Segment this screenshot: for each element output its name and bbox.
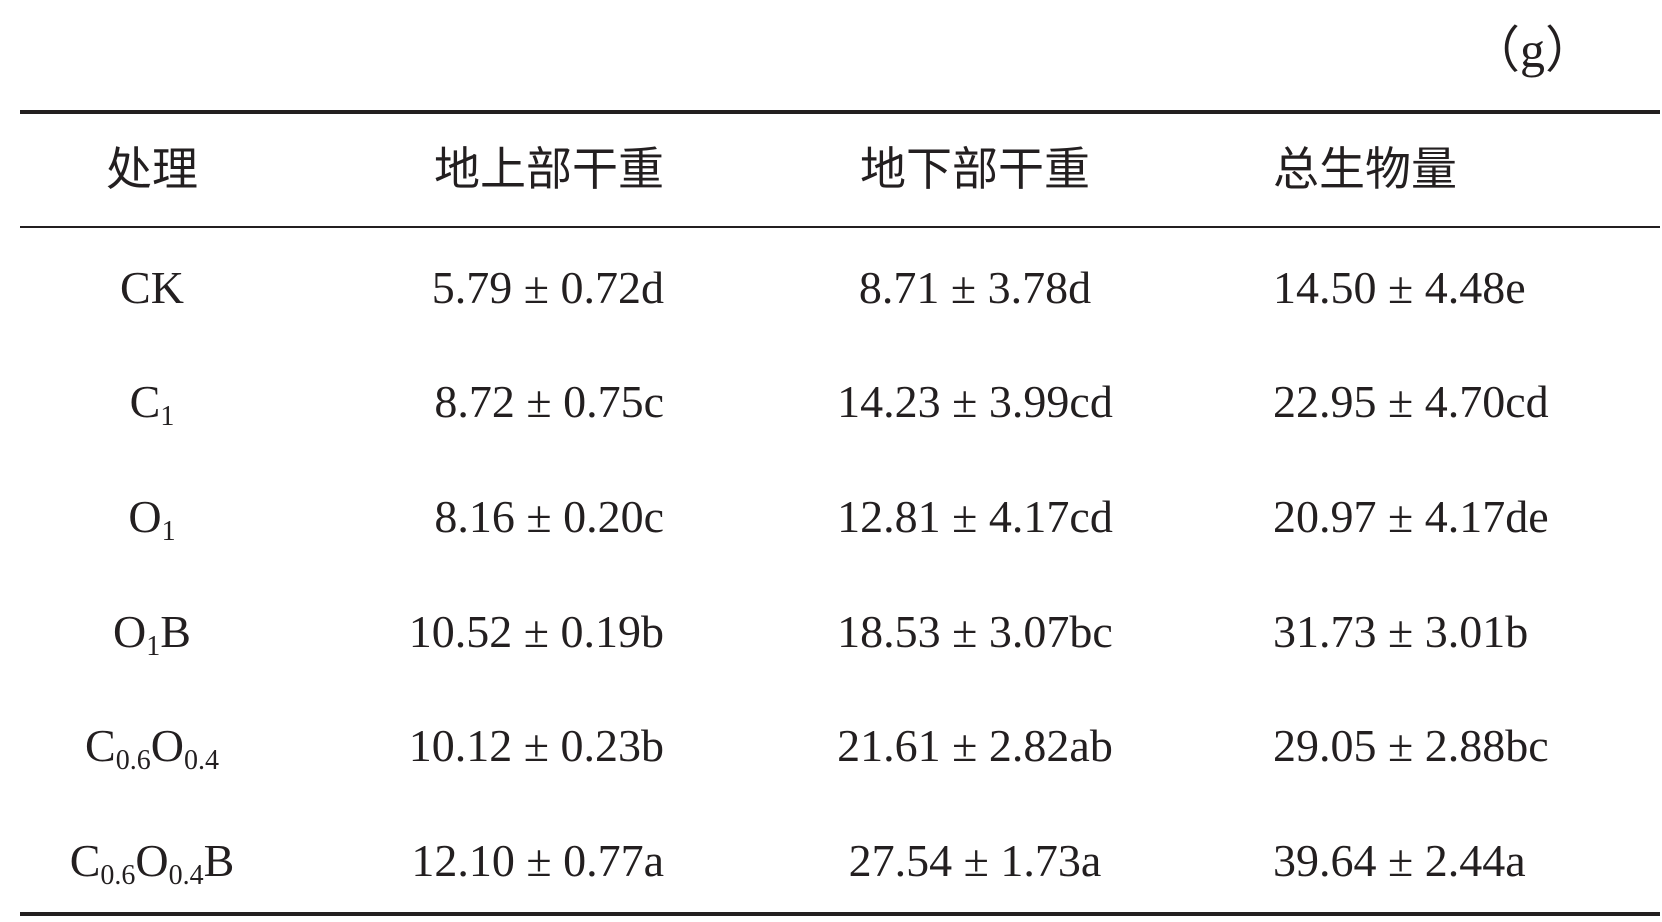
subscript: 0.4 [183,745,219,776]
top-rule [20,110,1660,114]
treatment-text: B [203,835,235,886]
data-cell: 21.61 ± 2.82ab [837,720,1113,771]
treatment-text: O [150,720,184,771]
data-cell: 20.97 ± 4.17de [1273,491,1549,542]
subscript: 1 [146,631,161,662]
data-cell: 8.16 ± 0.20c [434,491,664,542]
treatment-cell: C0.6O0.4 [85,716,219,776]
data-cell: 10.12 ± 0.23b [408,720,664,771]
treatment-cell: C1 [130,372,175,432]
data-cell: 14.23 ± 3.99cd [837,376,1113,427]
subscript: 0.6 [115,745,151,776]
data-cell: 18.53 ± 3.07bc [837,606,1113,657]
treatment-text: O [135,835,169,886]
subscript: 0.4 [168,860,204,891]
treatment-text: C [69,835,101,886]
treatment-cell: CK [120,258,184,318]
treatment-text: B [160,606,191,657]
data-cell: 22.95 ± 4.70cd [1273,376,1549,427]
data-cell: 12.81 ± 4.17cd [837,491,1113,542]
bottom-rule [20,912,1660,916]
treatment-text: C [129,376,161,427]
treatment-text: CK [120,262,184,313]
treatment-cell: C0.6O0.4B [70,831,235,891]
header-cell: 地下部干重 [860,144,1090,195]
header-cell: 处理 [106,144,198,195]
data-cell: 31.73 ± 3.01b [1273,606,1529,657]
treatment-text: O [113,606,147,657]
data-cell: 12.10 ± 0.77a [411,835,664,886]
data-cell: 5.79 ± 0.72d [431,262,664,313]
subscript: 1 [161,516,176,547]
data-cell: 29.05 ± 2.88bc [1273,720,1549,771]
treatment-cell: O1B [113,602,191,662]
subscript: 0.6 [100,860,136,891]
data-cell: 27.54 ± 1.73a [848,835,1102,886]
header-rule [20,226,1660,228]
treatment-cell: O1 [128,487,175,547]
subscript: 1 [160,401,175,432]
header-cell: 地上部干重 [434,144,664,195]
unit-label: （g） [1470,22,1595,78]
treatment-text: C [85,720,116,771]
data-cell: 14.50 ± 4.48e [1273,262,1526,313]
data-cell: 8.72 ± 0.75c [434,376,664,427]
data-cell: 10.52 ± 0.19b [408,606,664,657]
data-cell: 8.71 ± 3.78d [858,262,1092,313]
data-cell: 39.64 ± 2.44a [1273,835,1526,886]
treatment-text: O [128,491,162,542]
header-cell: 总生物量 [1273,144,1457,195]
